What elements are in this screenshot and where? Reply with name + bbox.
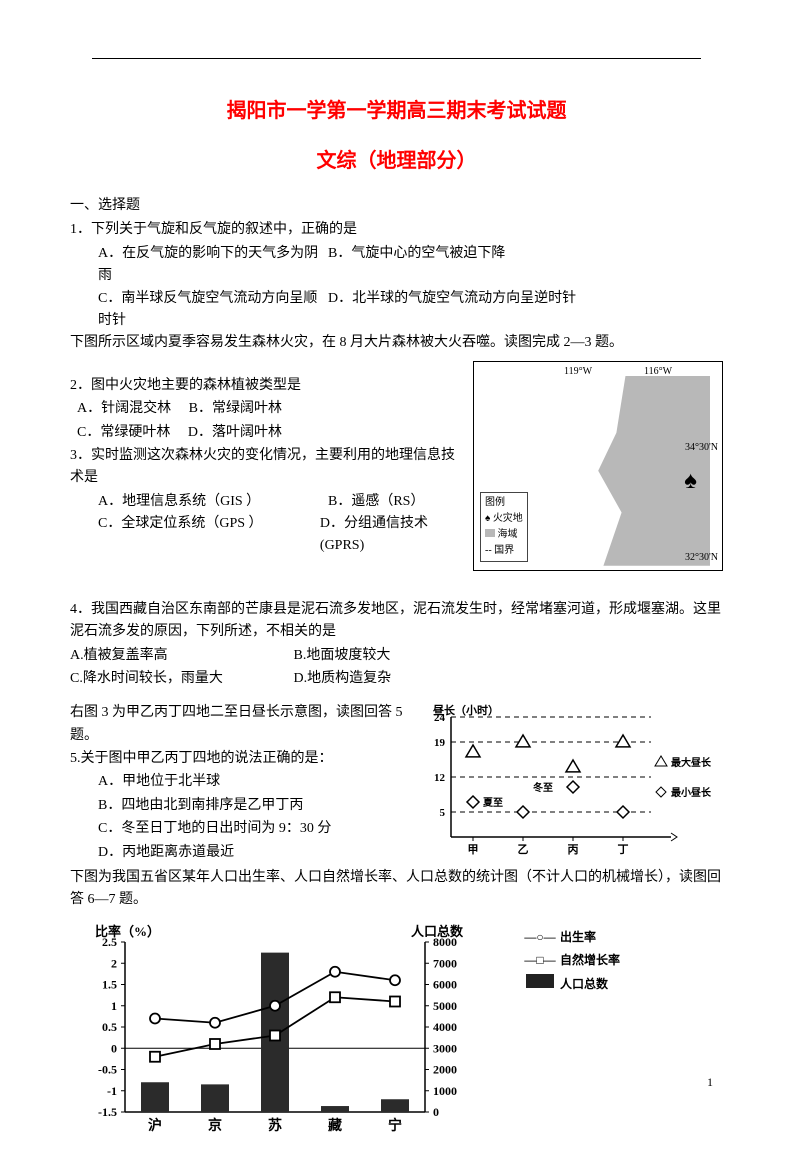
- svg-text:1.5: 1.5: [102, 977, 117, 991]
- map-lon-2: 116°W: [644, 364, 672, 380]
- svg-text:1: 1: [111, 999, 117, 1013]
- svg-text:冬至: 冬至: [533, 781, 553, 794]
- svg-text:3000: 3000: [433, 1041, 457, 1055]
- q3-row1: A．地理信息系统（GIS ） B．遥感（RS）: [70, 491, 467, 513]
- legend-sea: 海域: [485, 527, 523, 543]
- svg-text:12: 12: [434, 772, 446, 784]
- daylength-svg: 昼长（小时）5121924甲乙丙丁冬至夏至最大昼长最小昼长: [423, 702, 723, 862]
- legend-fire: ♠ 火灾地: [485, 511, 523, 527]
- q67-intro: 下图为我国五省区某年人口出生率、人口自然增长率、人口总数的统计图（不计人口的机械…: [70, 867, 723, 912]
- q3-opt-d: D．分组通信技术(GPRS): [320, 513, 467, 558]
- q1-stem: 1．下列关于气旋和反气旋的叙述中，正确的是: [70, 219, 723, 241]
- svg-text:藏: 藏: [328, 1117, 342, 1134]
- svg-text:2000: 2000: [433, 1062, 457, 1076]
- header-rule: [92, 58, 701, 59]
- map-figure: 119°W 116°W 34°30'N 32°30'N ♠ 图例 ♠ 火灾地 海…: [473, 361, 723, 571]
- q1-opt-d: D．北半球的气旋空气流动方向呈逆时针: [328, 288, 576, 333]
- svg-text:6000: 6000: [433, 977, 457, 991]
- svg-text:2.5: 2.5: [102, 935, 117, 949]
- q5-block: 昼长（小时）5121924甲乙丙丁冬至夏至最大昼长最小昼长 右图 3 为甲乙丙丁…: [70, 702, 723, 865]
- svg-text:丙: 丙: [568, 843, 579, 856]
- q4-stem: 4．我国西藏自治区东南部的芒康县是泥石流多发地区，泥石流发生时，经常堵塞河道，形…: [70, 599, 723, 644]
- q4-row2: C.降水时间较长，雨量大 D.地质构造复杂: [70, 668, 723, 690]
- q2-opt-c: C．常绿硬叶林: [77, 425, 170, 440]
- svg-text:甲: 甲: [468, 843, 479, 856]
- svg-text:2: 2: [111, 956, 117, 970]
- svg-text:1000: 1000: [433, 1084, 457, 1098]
- svg-text:最大昼长: 最大昼长: [671, 756, 712, 769]
- stats-legend: —○—出生率 —□—自然增长率 人口总数: [520, 928, 620, 999]
- q2-opt-a: A．针阔混交林: [77, 401, 171, 416]
- map-lat-1: 34°30'N: [685, 440, 718, 456]
- q1-opt-c: C．南半球反气旋空气流动方向呈顺时针: [98, 288, 328, 333]
- q1-row2: C．南半球反气旋空气流动方向呈顺时针 D．北半球的气旋空气流动方向呈逆时针: [70, 288, 723, 333]
- q2-intro: 下图所示区域内夏季容易发生森林火灾，在 8 月大片森林被大火吞噬。读图完成 2—…: [70, 332, 723, 354]
- svg-text:最小昼长: 最小昼长: [671, 786, 712, 799]
- map-legend: 图例 ♠ 火灾地 海域 -- 国界: [480, 492, 528, 562]
- map-lon-1: 119°W: [564, 364, 592, 380]
- q4-opt-c: C.降水时间较长，雨量大: [70, 668, 290, 690]
- svg-text:丁: 丁: [618, 843, 629, 856]
- svg-text:京: 京: [208, 1117, 222, 1134]
- svg-text:19: 19: [434, 737, 446, 749]
- q4-opt-d: D.地质构造复杂: [294, 671, 392, 686]
- q4-opt-a: A.植被复盖率高: [70, 645, 290, 667]
- stats-figure: 比率（%）人口总数-1.5-1-0.500.511.522.5010002000…: [70, 922, 600, 1142]
- svg-text:5000: 5000: [433, 999, 457, 1013]
- daylength-figure: 昼长（小时）5121924甲乙丙丁冬至夏至最大昼长最小昼长: [423, 702, 723, 862]
- q3-opt-a: A．地理信息系统（GIS ）: [98, 491, 328, 513]
- q2-opt-d: D．落叶阔叶林: [188, 425, 282, 440]
- q1-row1: A．在反气旋的影响下的天气多为阴雨 B．气旋中心的空气被迫下降: [70, 243, 723, 288]
- page-title-main: 揭阳市一学第一学期高三期末考试试题: [70, 95, 723, 127]
- svg-text:苏: 苏: [268, 1117, 282, 1134]
- q4-opt-b: B.地面坡度较大: [294, 648, 391, 663]
- legend-title: 图例: [485, 495, 523, 511]
- svg-text:5: 5: [440, 807, 446, 819]
- svg-text:-1: -1: [107, 1084, 117, 1098]
- legend-growth: —□—自然增长率: [520, 951, 620, 970]
- q1-opt-a: A．在反气旋的影响下的天气多为阴雨: [98, 243, 328, 288]
- svg-text:0: 0: [433, 1105, 439, 1119]
- q2-q3-block: 119°W 116°W 34°30'N 32°30'N ♠ 图例 ♠ 火灾地 海…: [70, 361, 723, 571]
- svg-text:宁: 宁: [388, 1117, 402, 1134]
- svg-text:0: 0: [111, 1041, 117, 1055]
- q1-opt-b: B．气旋中心的空气被迫下降: [328, 243, 505, 288]
- svg-text:沪: 沪: [148, 1117, 162, 1134]
- svg-text:8000: 8000: [433, 935, 457, 949]
- page-number: 1: [707, 1073, 713, 1092]
- svg-text:0.5: 0.5: [102, 1020, 117, 1034]
- legend-birth: —○—出生率: [520, 928, 620, 947]
- page-title-sub: 文综（地理部分）: [70, 145, 723, 177]
- svg-text:4000: 4000: [433, 1020, 457, 1034]
- q3-opt-c: C．全球定位系统（GPS ）: [98, 513, 320, 558]
- legend-pop: 人口总数: [520, 974, 620, 994]
- q3-opt-b: B．遥感（RS）: [328, 491, 424, 513]
- map-lat-2: 32°30'N: [685, 550, 718, 566]
- section-1-heading: 一、选择题: [70, 195, 723, 217]
- fire-icon: ♠: [684, 462, 697, 500]
- q4-row1: A.植被复盖率高 B.地面坡度较大: [70, 645, 723, 667]
- legend-border: -- 国界: [485, 543, 523, 559]
- svg-text:-0.5: -0.5: [98, 1062, 117, 1076]
- svg-text:24: 24: [434, 712, 446, 724]
- q2-opt-b: B．常绿阔叶林: [189, 401, 282, 416]
- svg-text:乙: 乙: [518, 843, 529, 856]
- svg-text:-1.5: -1.5: [98, 1105, 117, 1119]
- q3-row2: C．全球定位系统（GPS ） D．分组通信技术(GPRS): [70, 513, 467, 558]
- svg-text:夏至: 夏至: [482, 797, 503, 809]
- svg-text:7000: 7000: [433, 956, 457, 970]
